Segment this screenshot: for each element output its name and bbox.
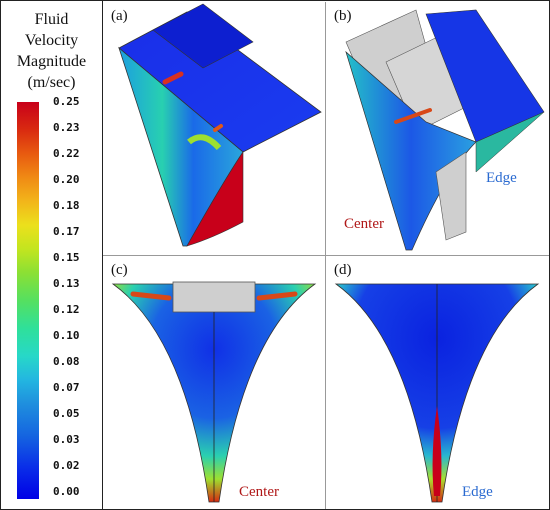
legend-title-line-2: Velocity [24,32,79,49]
recess-shape [152,3,254,69]
panel-c: (c) Center [103,256,326,509]
colorbar-tick-label: 0.22 [53,147,80,160]
panel-d: (d) Edge [326,256,549,509]
legend-title-line-1: Fluid [34,11,69,28]
colorbar-tick-label: 0.12 [53,303,80,316]
colorbar-tick-label: 0.15 [53,251,80,264]
panel-c-center-label: Center [239,484,279,500]
hot-streak-c2 [256,291,298,301]
panel-c-plot [111,281,317,503]
center-block [172,281,256,313]
legend-title: Fluid Velocity Magnitude (m/sec) [1,9,102,93]
warm-band [187,134,222,151]
hot-streak-c1 [130,291,172,301]
colorbar-tick-label: 0.02 [53,459,80,472]
colorbar-tick-label: 0.10 [53,329,80,342]
side-face-shape [186,151,244,247]
panel-d-plot [334,283,540,503]
colorbar-tick-label: 0.05 [53,407,80,420]
colorbar-tick-label: 0.07 [53,381,80,394]
colorbar-tick-label: 0.18 [53,199,80,212]
colorbar-tick-label: 0.03 [53,433,80,446]
panel-b-plot [345,9,545,251]
edge-strip [475,111,545,173]
panel-a-plot [118,3,322,247]
panel-b-center-label: Center [344,216,384,232]
panel-c-label: (c) [111,262,128,278]
panel-d-label: (d) [334,262,352,278]
colorbar-legend: Fluid Velocity Magnitude (m/sec) 0.25 0.2… [1,1,103,509]
grey-cut-3 [435,151,467,241]
legend-title-line-3: Magnitude [16,53,87,70]
panel-b: (b) Edge Center [326,2,549,256]
panel-a: (a) [103,2,326,256]
panel-b-label: (b) [334,8,352,24]
panel-b-edge-label: Edge [486,170,517,186]
hot-streak-1 [162,71,184,85]
panel-d-edge-label: Edge [462,484,493,500]
colorbar-tick-label: 0.23 [53,121,80,134]
hot-streak-b [394,108,432,124]
colorbar-tick-label: 0.08 [53,355,80,368]
colorbar-tick-label: 0.00 [53,485,80,498]
colorbar-tick-label: 0.13 [53,277,80,290]
colorbar-tick-label: 0.25 [53,95,80,108]
edge-jet [432,406,442,496]
colorbar [17,102,39,499]
colorbar-tick-label: 0.20 [53,173,80,186]
legend-title-line-4: (m/sec) [27,74,76,91]
colorbar-tick-label: 0.17 [53,225,80,238]
hot-streak-2 [213,124,223,132]
panel-a-label: (a) [111,8,128,24]
